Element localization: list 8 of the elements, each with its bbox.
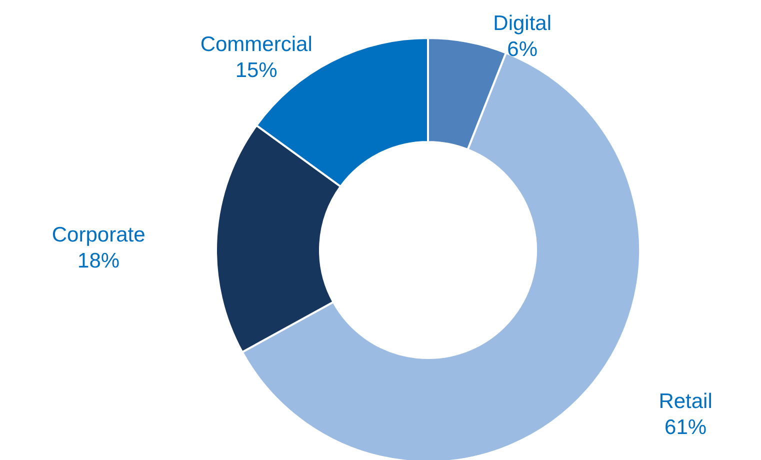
slice-label: Digital: [493, 12, 552, 36]
data-label: 6%: [507, 38, 538, 62]
slice-label: Corporate: [52, 224, 146, 247]
data-label: 15%: [235, 59, 278, 82]
data-label: 18%: [78, 250, 120, 273]
slice-label: Commercial: [200, 33, 312, 56]
data-label: 61%: [664, 416, 707, 440]
slice-label: Retail: [658, 390, 712, 414]
